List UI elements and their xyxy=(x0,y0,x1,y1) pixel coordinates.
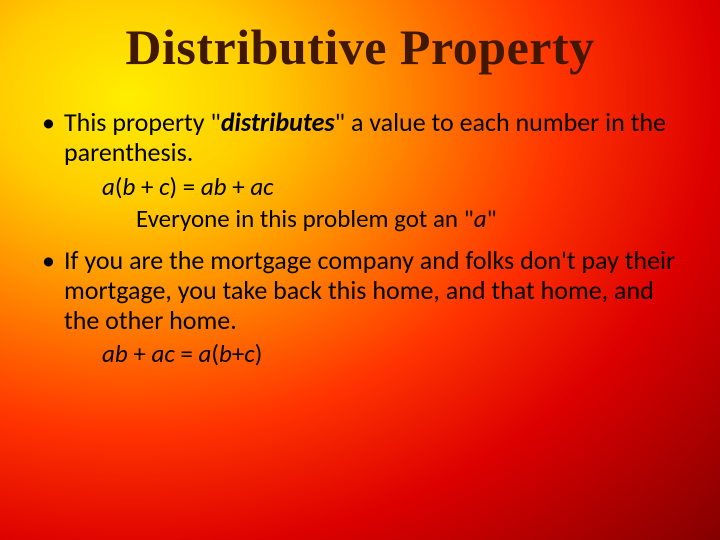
slide-title: Distributive Property xyxy=(38,18,682,76)
text-run: This property " xyxy=(64,106,221,138)
text-run: ( xyxy=(211,338,219,369)
text-run: distributes xyxy=(221,106,335,138)
bullet-text: If you are the mortgage company and folk… xyxy=(64,246,682,336)
text-run: ac xyxy=(151,338,174,369)
text-run: If you are the mortgage company and folk… xyxy=(64,244,675,336)
text-run: Everyone in this problem got an " xyxy=(136,203,474,234)
text-run: + xyxy=(227,171,251,202)
text-run: b xyxy=(122,171,135,202)
text-run: = xyxy=(175,338,199,369)
text-run: ab xyxy=(201,171,227,202)
text-run: ac xyxy=(250,171,273,202)
bullet-item: If you are the mortgage company and folk… xyxy=(38,246,682,370)
slide: Distributive Property This property "dis… xyxy=(0,0,720,540)
text-run: + xyxy=(128,338,152,369)
text-run: + xyxy=(232,338,244,369)
text-run: + xyxy=(135,171,159,202)
sub-item-2: Everyone in this problem got an "a" xyxy=(136,204,682,234)
text-run: a xyxy=(474,203,487,234)
text-run: a xyxy=(199,338,212,369)
text-run: c xyxy=(159,171,169,202)
bullet-text: This property "distributes" a value to e… xyxy=(64,108,682,168)
sub-item-1: ab + ac = a(b+c) xyxy=(102,339,682,369)
text-run: b xyxy=(219,338,232,369)
text-run: ) = xyxy=(169,171,200,202)
sub-item-1: a(b + c) = ab + ac xyxy=(102,172,682,202)
text-run: a xyxy=(102,171,115,202)
text-run: ab xyxy=(102,338,128,369)
bullet-item: This property "distributes" a value to e… xyxy=(38,108,682,234)
bullet-list: This property "distributes" a value to e… xyxy=(38,108,682,369)
text-run: " xyxy=(487,203,497,234)
text-run: c xyxy=(244,338,254,369)
text-run: ) xyxy=(255,338,263,369)
